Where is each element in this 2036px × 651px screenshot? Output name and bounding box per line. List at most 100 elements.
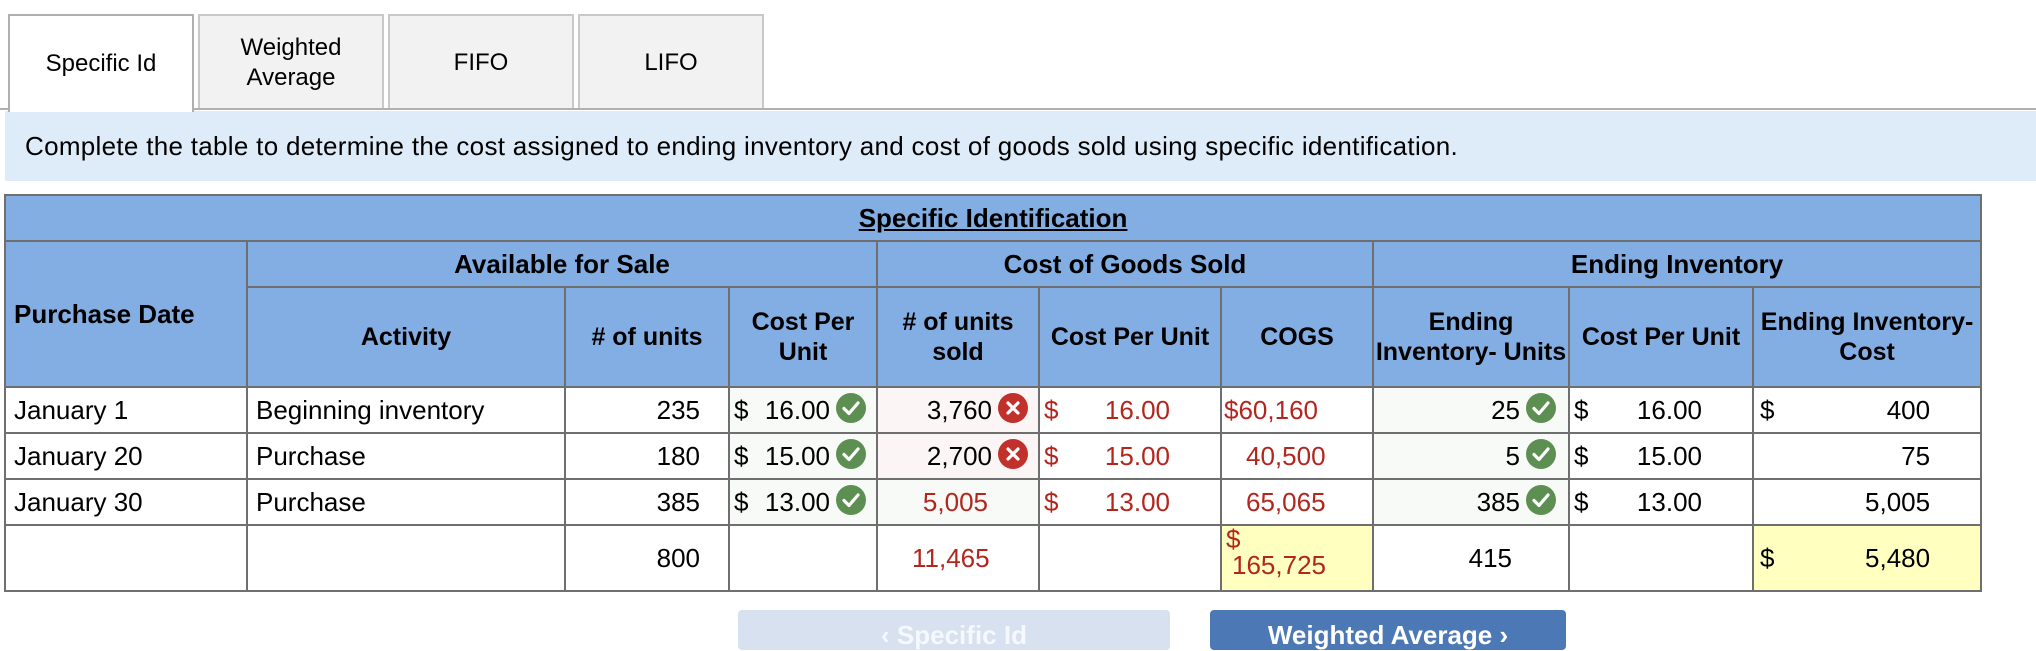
header-ending-units: Ending Inventory- Units <box>1372 286 1570 388</box>
table-title: Specific Identification <box>3 194 1983 242</box>
row-ending-cost: 75 <box>1751 432 1983 480</box>
tab-specific-id[interactable]: Specific Id <box>8 14 194 112</box>
check-icon <box>1526 485 1556 515</box>
total-ending-units: 415 <box>1372 524 1570 592</box>
group-available-for-sale: Available for Sale <box>246 240 878 288</box>
cross-icon <box>998 393 1028 423</box>
row-units-sold-value: 3,760 <box>926 394 992 425</box>
header-ending-cost-per-unit: Cost Per Unit <box>1568 286 1754 388</box>
row-cost-per-unit-symbol: $ <box>734 394 749 425</box>
row-ending-cost-per-unit: $16.00 <box>1568 386 1754 434</box>
row-ending-cost: $400 <box>1751 386 1983 434</box>
row-cogs-cost-per-unit-value: 13.00 <box>1104 486 1170 517</box>
row-units-sold-value: 2,700 <box>926 440 992 471</box>
row-cogs-cost-per-unit: $15.00 <box>1038 432 1222 480</box>
row-cost-per-unit-input[interactable]: $15.00 <box>728 432 878 480</box>
total-cogs-symbol: $ <box>1226 524 1241 554</box>
group-cost-of-goods-sold: Cost of Goods Sold <box>876 240 1374 288</box>
row-cogs: $60,160 <box>1220 386 1374 434</box>
row-cogs: 65,065 <box>1220 478 1374 526</box>
row-ending-cost-per-unit: $15.00 <box>1568 432 1754 480</box>
group-ending-inventory: Ending Inventory <box>1371 240 1983 288</box>
row-units-sold-input[interactable]: 3,760 <box>876 386 1040 434</box>
row-units-sold-value: 5,005 <box>922 486 988 517</box>
total-ending-cost-per-unit <box>1568 524 1754 592</box>
total-units: 800 <box>564 524 730 592</box>
row-ending-units-value: 385 <box>1476 486 1520 517</box>
table-row: January 20 Purchase 180 $15.00 2,700 $15.00 40… <box>4 432 1983 480</box>
total-cogs-cost-per-unit <box>1038 524 1222 592</box>
total-activity <box>246 524 566 592</box>
check-icon <box>1526 393 1556 423</box>
row-cogs-symbol: $ <box>1224 394 1239 425</box>
totals-row: 800 11,465 $ 165,725 415 $ 5,480 <box>4 524 1983 592</box>
total-ending-cost-symbol: $ <box>1760 542 1775 573</box>
table-title-text: Specific Identification <box>858 202 1128 233</box>
row-ending-cost: 5,005 <box>1751 478 1983 526</box>
total-date <box>4 524 248 592</box>
row-cogs-cost-per-unit-symbol: $ <box>1044 486 1059 517</box>
check-icon <box>836 485 866 515</box>
total-ending-cost-cell[interactable]: $ 5,480 <box>1751 524 1983 592</box>
row-cost-per-unit-input[interactable]: $13.00 <box>728 478 878 526</box>
row-activity: Purchase <box>246 478 566 526</box>
row-ending-units-value: 5 <box>1505 440 1520 471</box>
row-ending-cost-per-unit-value: 13.00 <box>1636 486 1702 517</box>
table-row: January 1 Beginning inventory 235 $16.00 3,7… <box>4 386 1983 434</box>
total-cogs-cell[interactable]: $ 165,725 <box>1220 524 1374 592</box>
row-activity: Beginning inventory <box>246 386 566 434</box>
next-button[interactable]: Weighted Average › <box>1210 610 1566 650</box>
row-activity: Purchase <box>246 432 566 480</box>
header-ending-cost: Ending Inventory- Cost <box>1751 286 1983 388</box>
instruction-text: Complete the table to determine the cost… <box>25 130 1459 161</box>
row-cogs-cost-per-unit-value: 15.00 <box>1104 440 1170 471</box>
check-icon <box>1526 439 1556 469</box>
row-ending-units-input[interactable]: 385 <box>1372 478 1570 526</box>
header-cogs-cost-per-unit: Cost Per Unit <box>1038 286 1222 388</box>
tab-fifo[interactable]: FIFO <box>388 14 574 110</box>
total-ending-cost-value: 5,480 <box>1865 542 1931 573</box>
row-cost-per-unit-value: 13.00 <box>764 486 830 517</box>
total-units-sold[interactable]: 11,465 <box>876 524 1040 592</box>
row-cogs-cost-per-unit: $16.00 <box>1038 386 1222 434</box>
header-activity: Activity <box>246 286 566 388</box>
row-cost-per-unit-input[interactable]: $16.00 <box>728 386 878 434</box>
row-ending-cost-per-unit: $13.00 <box>1568 478 1754 526</box>
row-cogs-cost-per-unit-value: 16.00 <box>1104 394 1170 425</box>
row-ending-cost-value: 5,005 <box>1865 486 1931 517</box>
row-ending-cost-per-unit-symbol: $ <box>1574 486 1589 517</box>
row-cost-per-unit-value: 16.00 <box>764 394 830 425</box>
table-row: January 30 Purchase 385 $13.00 5,005 $13.00 65… <box>4 478 1983 526</box>
row-cogs-cost-per-unit-symbol: $ <box>1044 394 1059 425</box>
header-cost-per-unit: Cost Per Unit <box>728 286 878 388</box>
tab-lifo[interactable]: LIFO <box>578 14 764 110</box>
row-units-sold-input[interactable]: 5,005 <box>876 478 1040 526</box>
row-date: January 20 <box>4 432 248 480</box>
tab-weighted-average[interactable]: Weighted Average <box>198 14 384 110</box>
row-ending-cost-per-unit-symbol: $ <box>1574 394 1589 425</box>
prev-button[interactable]: ‹ Specific Id <box>738 610 1170 650</box>
row-cost-per-unit-value: 15.00 <box>764 440 830 471</box>
row-ending-cost-value: 75 <box>1901 440 1931 471</box>
header-units: # of units <box>564 286 730 388</box>
instruction-banner: Complete the table to determine the cost… <box>5 111 2036 181</box>
header-cogs: COGS <box>1220 286 1374 388</box>
row-ending-units-input[interactable]: 5 <box>1372 432 1570 480</box>
row-ending-cost-per-unit-symbol: $ <box>1574 440 1589 471</box>
row-cogs: 40,500 <box>1220 432 1374 480</box>
row-ending-units-input[interactable]: 25 <box>1372 386 1570 434</box>
header-purchase-date: Purchase Date <box>4 240 248 388</box>
row-cogs-value: 40,500 <box>1246 440 1326 471</box>
row-units: 180 <box>564 432 730 480</box>
row-ending-cost-value: 400 <box>1886 394 1931 425</box>
row-cogs-value: 60,160 <box>1238 394 1318 425</box>
cross-icon <box>998 439 1028 469</box>
row-date: January 1 <box>4 386 248 434</box>
total-cost-per-unit <box>728 524 878 592</box>
row-cost-per-unit-symbol: $ <box>734 440 749 471</box>
row-ending-cost-per-unit-value: 16.00 <box>1636 394 1702 425</box>
row-ending-units-value: 25 <box>1491 394 1520 425</box>
row-units-sold-input[interactable]: 2,700 <box>876 432 1040 480</box>
row-date: January 30 <box>4 478 248 526</box>
row-cogs-cost-per-unit-symbol: $ <box>1044 440 1059 471</box>
